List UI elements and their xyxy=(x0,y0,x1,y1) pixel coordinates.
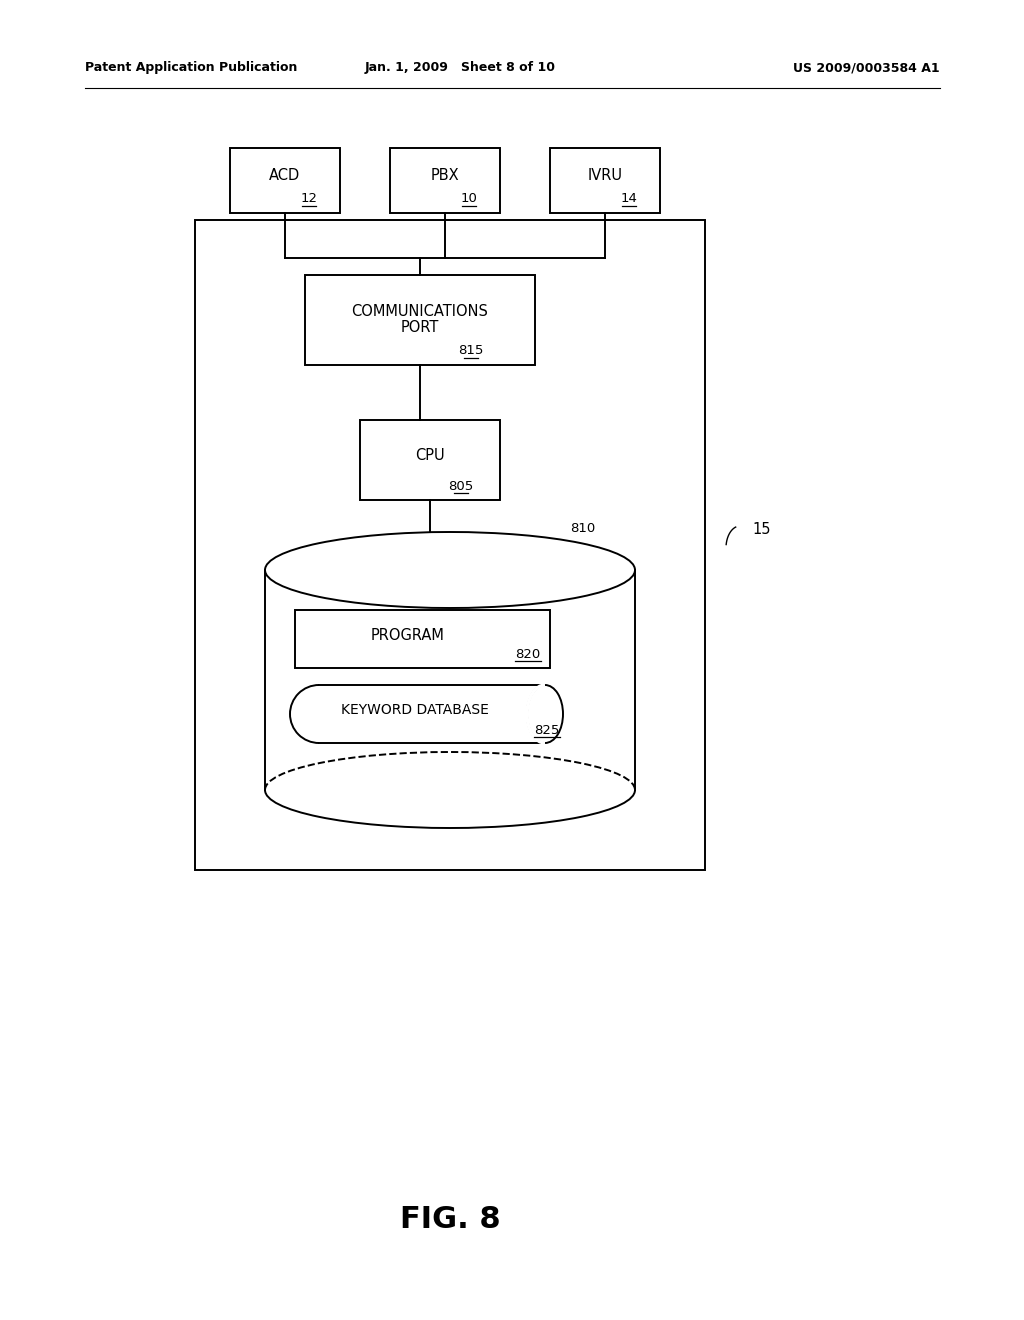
Text: FIG. 8: FIG. 8 xyxy=(399,1205,501,1234)
Bar xyxy=(295,610,550,668)
Text: 15: 15 xyxy=(752,523,770,537)
Bar xyxy=(195,220,705,870)
Text: 10: 10 xyxy=(461,193,477,206)
Text: 825: 825 xyxy=(535,723,560,737)
Text: 815: 815 xyxy=(458,345,483,358)
Text: 14: 14 xyxy=(621,193,638,206)
Text: KEYWORD DATABASE: KEYWORD DATABASE xyxy=(341,704,488,717)
Ellipse shape xyxy=(527,685,563,743)
Text: PROGRAM: PROGRAM xyxy=(371,627,444,643)
Text: US 2009/0003584 A1: US 2009/0003584 A1 xyxy=(794,62,940,74)
Bar xyxy=(360,420,500,500)
Text: 810: 810 xyxy=(570,521,595,535)
Ellipse shape xyxy=(265,532,635,609)
Text: 805: 805 xyxy=(449,479,473,492)
Text: IVRU: IVRU xyxy=(588,168,623,183)
Bar xyxy=(230,148,340,213)
Text: Jan. 1, 2009   Sheet 8 of 10: Jan. 1, 2009 Sheet 8 of 10 xyxy=(365,62,555,74)
Bar xyxy=(550,148,660,213)
Bar xyxy=(265,570,635,789)
Bar xyxy=(390,148,500,213)
Bar xyxy=(305,275,535,366)
Text: PORT: PORT xyxy=(400,321,439,335)
Text: ACD: ACD xyxy=(269,168,301,183)
Text: Patent Application Publication: Patent Application Publication xyxy=(85,62,297,74)
Text: COMMUNICATIONS: COMMUNICATIONS xyxy=(351,305,488,319)
Bar xyxy=(319,685,550,743)
Text: PBX: PBX xyxy=(431,168,460,183)
Text: 820: 820 xyxy=(515,648,541,660)
Text: 12: 12 xyxy=(301,193,317,206)
Text: CPU: CPU xyxy=(415,447,444,462)
